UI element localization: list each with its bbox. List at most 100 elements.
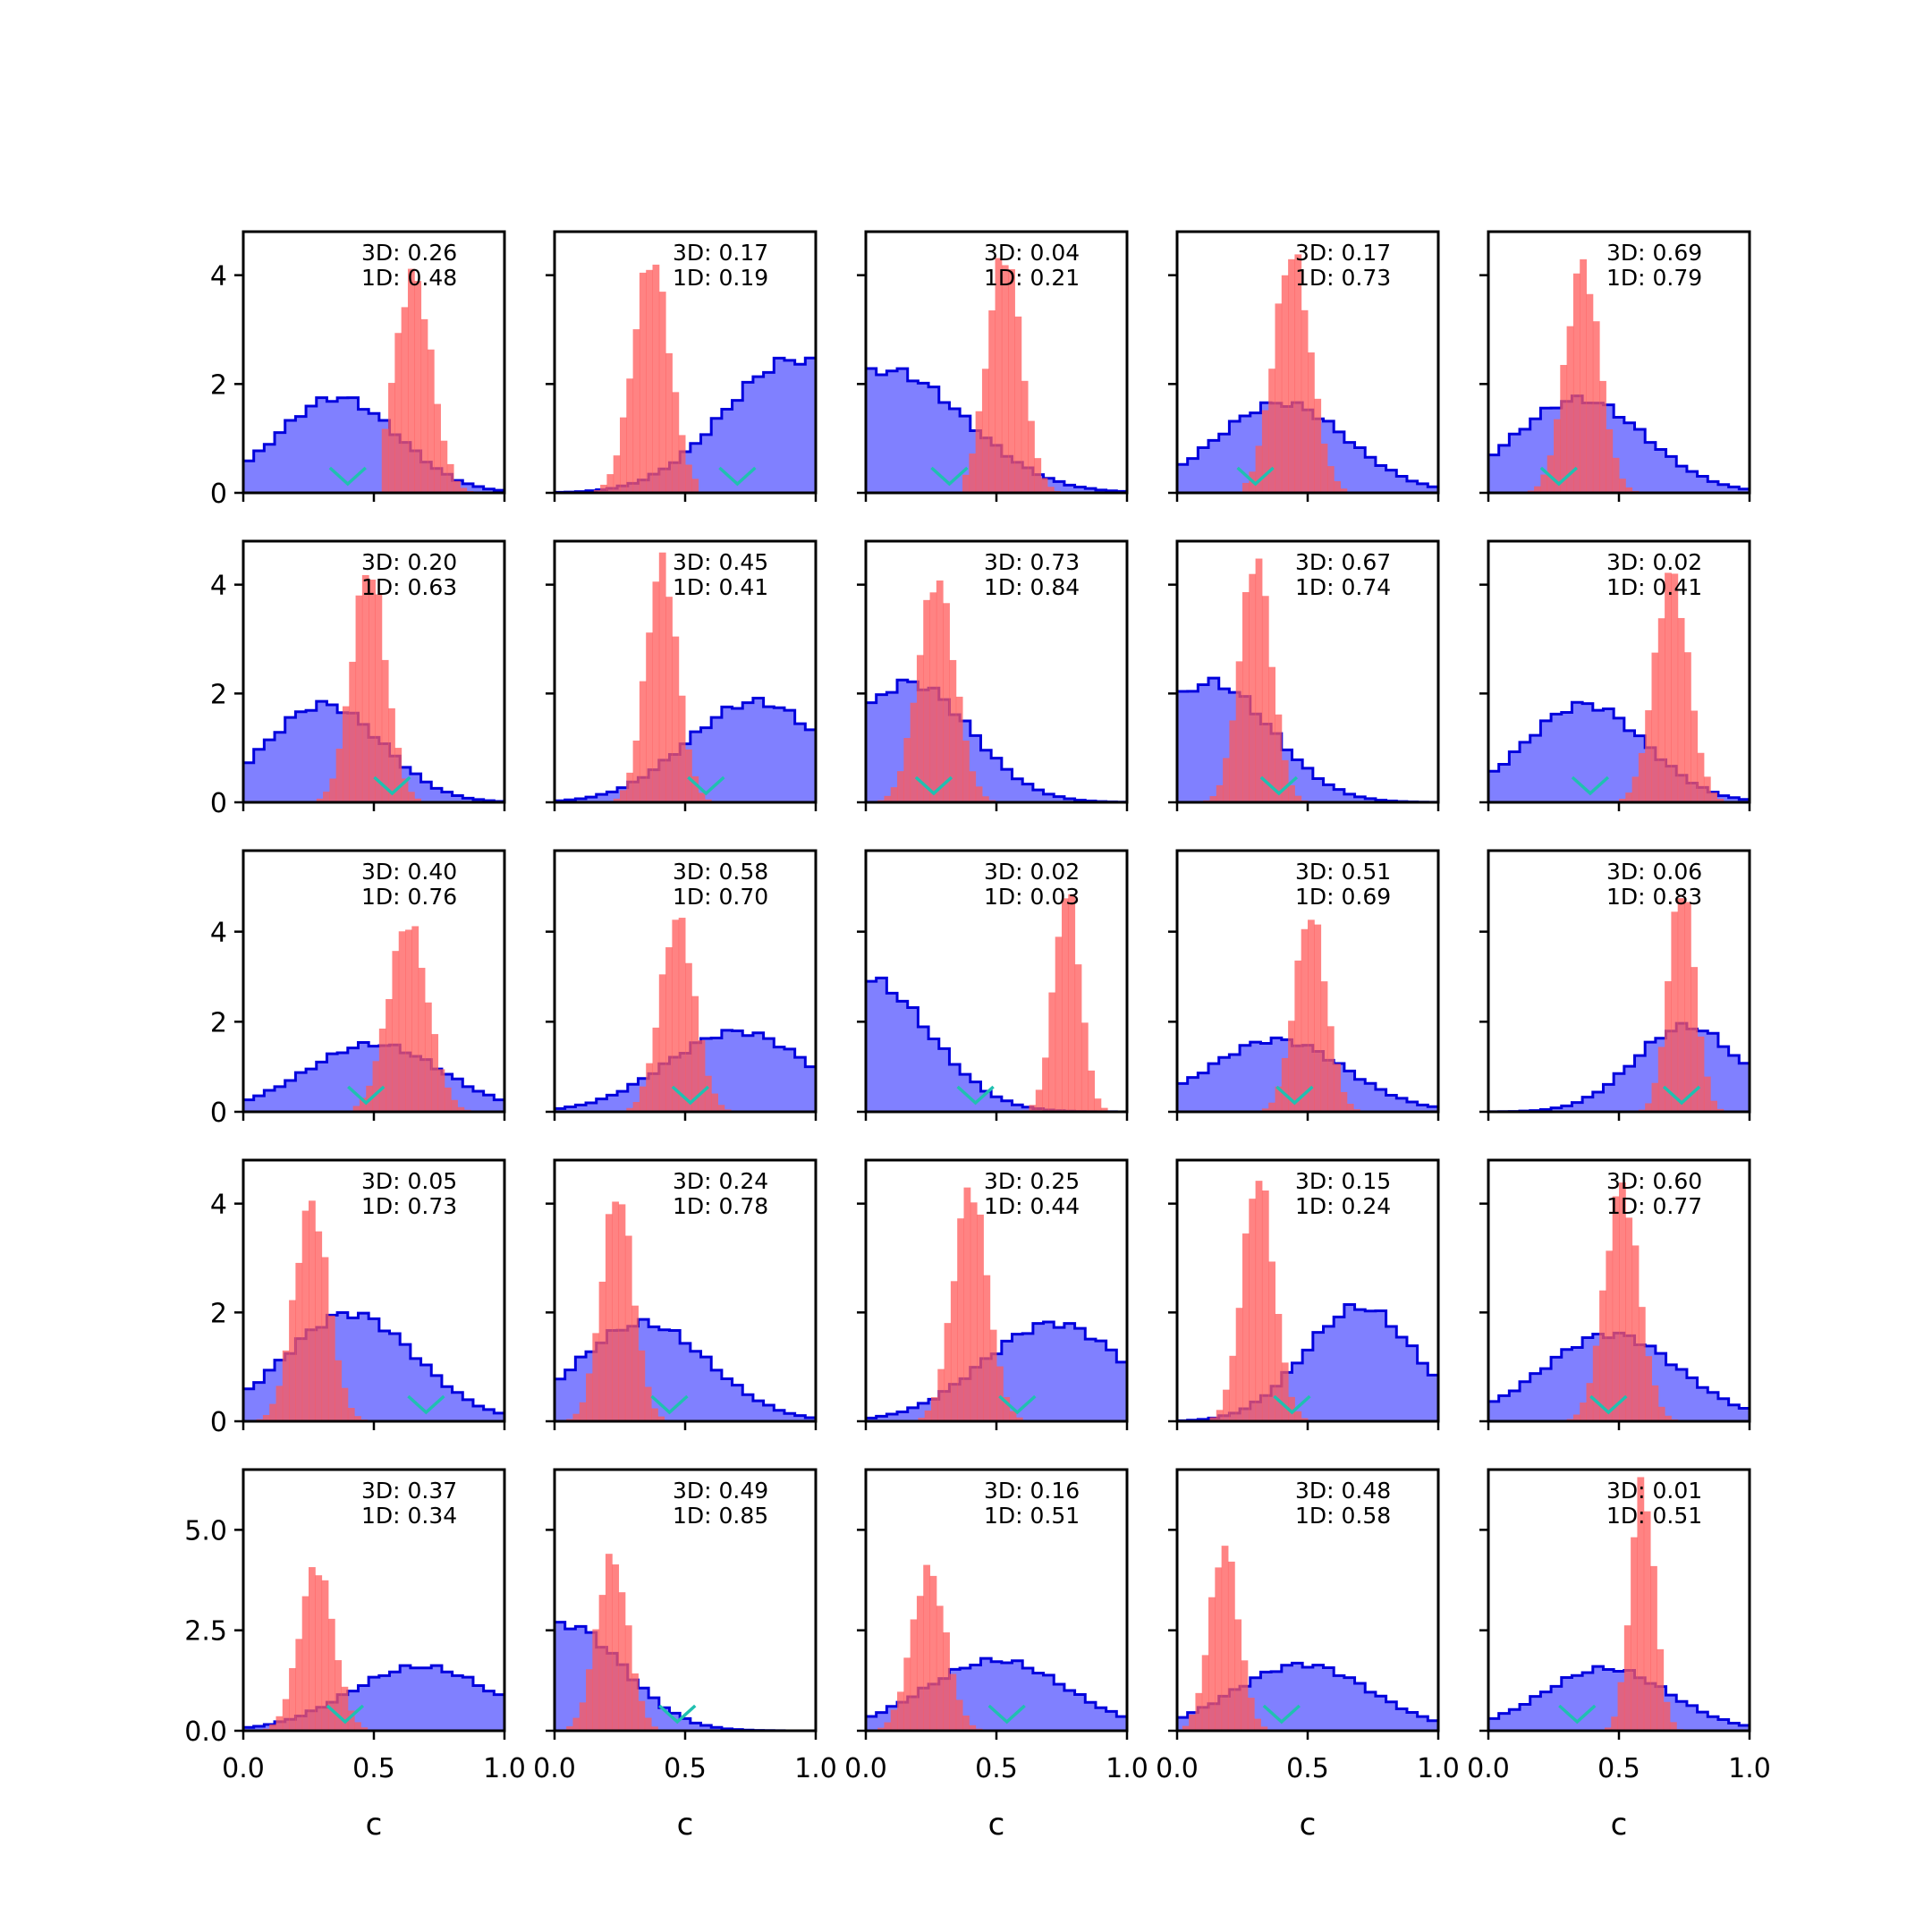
narrow-histogram-bar [929, 1575, 937, 1731]
narrow-histogram-bar [1268, 1261, 1275, 1421]
narrow-histogram-bar [1261, 1108, 1269, 1112]
narrow-histogram-bar [1586, 1383, 1594, 1421]
x-tick-label: 1.0 [483, 1753, 526, 1784]
narrow-histogram-bar [600, 484, 607, 493]
narrow-histogram-bar [1003, 1397, 1011, 1421]
narrow-histogram-bar [457, 1106, 465, 1112]
x-tick-label: 0.5 [1286, 1753, 1329, 1784]
annotation-1d: 1D: 0.51 [984, 1503, 1080, 1529]
narrow-histogram-bar [1631, 1245, 1640, 1421]
narrow-histogram-bar [352, 1106, 360, 1112]
narrow-histogram-bar [1326, 466, 1335, 493]
narrow-histogram-bar [929, 592, 937, 802]
narrow-histogram-bar [1094, 1098, 1102, 1112]
marker-v [1539, 466, 1579, 487]
narrow-histogram-bar [420, 318, 428, 493]
narrow-histogram-bar [342, 706, 350, 802]
narrow-histogram-bar [618, 1592, 626, 1731]
narrow-histogram-bar [407, 268, 415, 493]
annotation-3d: 3D: 0.01 [1606, 1478, 1702, 1504]
narrow-histogram-bar [626, 378, 634, 493]
annotation-3d: 3D: 0.45 [673, 549, 768, 575]
annotation-3d: 3D: 0.04 [984, 240, 1080, 266]
narrow-histogram-bar [704, 1075, 712, 1112]
narrow-histogram-bar [354, 1722, 361, 1731]
narrow-histogram-bar [321, 1257, 329, 1421]
narrow-histogram-bar [1260, 1726, 1268, 1731]
narrow-histogram-bar [975, 411, 983, 493]
x-axis-label: c [1300, 1807, 1317, 1843]
narrow-histogram-bar [672, 919, 680, 1112]
narrow-histogram-bar [1100, 1107, 1108, 1112]
narrow-histogram-bar [923, 1564, 931, 1731]
narrow-histogram-bar [434, 403, 441, 493]
marker-v [930, 466, 969, 487]
narrow-histogram-bar [1242, 592, 1250, 802]
narrow-histogram-bar [1294, 1411, 1302, 1421]
narrow-histogram-bar [632, 329, 640, 493]
narrow-histogram-bar [685, 749, 692, 802]
narrow-histogram-bar [275, 1385, 284, 1421]
narrow-histogram-bar [1029, 1105, 1037, 1112]
narrow-histogram-bar [931, 1397, 938, 1421]
narrow-histogram-bar [301, 1596, 309, 1731]
narrow-histogram-bar [1088, 1070, 1095, 1112]
broad-histogram-edge [1488, 394, 1750, 491]
marker-v [987, 1704, 1026, 1724]
narrow-histogram-bar [685, 464, 692, 493]
broad-histogram-fill [866, 369, 1127, 493]
narrow-histogram-bar [309, 1200, 316, 1421]
narrow-histogram-bar [1247, 1698, 1255, 1731]
narrow-histogram-bar [572, 1717, 580, 1731]
annotation-1d: 1D: 0.21 [984, 265, 1080, 291]
narrow-histogram-bar [1021, 380, 1029, 493]
narrow-histogram-bar [1619, 1182, 1626, 1421]
plot-area [555, 1201, 816, 1421]
narrow-histogram-bar [646, 632, 653, 802]
narrow-histogram-bar [1080, 1022, 1089, 1112]
narrow-histogram-bar [354, 1416, 361, 1421]
narrow-histogram-bar [1592, 321, 1600, 493]
narrow-histogram-bar [1223, 1389, 1230, 1421]
narrow-histogram-bar [1249, 573, 1257, 802]
narrow-histogram-bar [910, 702, 918, 802]
narrow-histogram-bar [613, 798, 621, 802]
narrow-histogram-bar [1619, 799, 1626, 802]
annotation-1d: 1D: 0.73 [1295, 265, 1391, 291]
annotation-3d: 3D: 0.51 [1295, 859, 1391, 885]
narrow-histogram-bar [1657, 1406, 1665, 1421]
narrow-histogram-bar [1235, 661, 1243, 802]
narrow-histogram-bar [381, 659, 389, 802]
narrow-histogram-bar [995, 258, 1003, 493]
narrow-histogram-bar [996, 1366, 1004, 1421]
narrow-histogram-bar [1209, 1417, 1217, 1421]
narrow-histogram-bar [678, 435, 686, 493]
narrow-histogram-bar [1189, 1714, 1196, 1731]
narrow-histogram-bar [717, 1105, 725, 1112]
narrow-histogram-bar [1586, 293, 1594, 493]
narrow-histogram-bar [411, 926, 419, 1112]
narrow-histogram-bar [579, 1702, 587, 1731]
narrow-histogram-bar [969, 453, 977, 493]
annotation-1d: 1D: 0.74 [1295, 574, 1391, 600]
narrow-histogram-bar [440, 440, 448, 493]
narrow-histogram-bar [1288, 258, 1295, 493]
narrow-histogram-bar [678, 695, 686, 802]
annotation-3d: 3D: 0.05 [361, 1168, 457, 1194]
plot-area [555, 918, 816, 1112]
narrow-histogram-bar [618, 1204, 626, 1421]
narrow-histogram-bar [962, 1716, 970, 1731]
narrow-histogram-bar [698, 792, 706, 802]
narrow-histogram-bar [1308, 352, 1315, 493]
annotation-1d: 1D: 0.83 [1606, 884, 1702, 910]
narrow-histogram-bar [1227, 1561, 1235, 1731]
narrow-histogram-bar [644, 1717, 652, 1731]
x-tick-label: 0.0 [1156, 1753, 1199, 1784]
